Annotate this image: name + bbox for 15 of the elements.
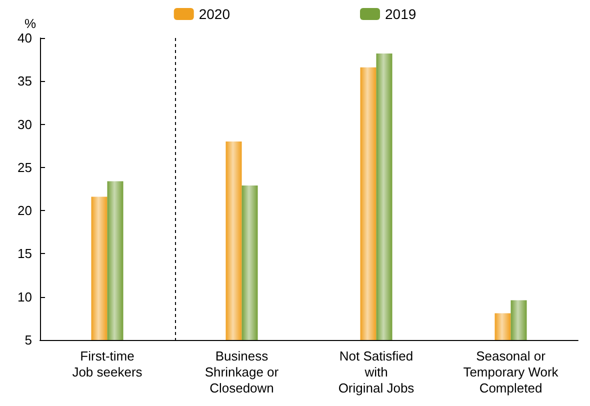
y-tick-label: 20 xyxy=(18,203,32,218)
x-tick-label: Seasonal or Temporary Work Completed xyxy=(463,348,559,396)
y-tick-label: 40 xyxy=(18,30,32,46)
y-tick-label: 25 xyxy=(18,160,32,175)
y-tick-label: 35 xyxy=(18,74,32,89)
y-axis-title: % xyxy=(24,16,36,31)
x-tick-label: First-time Job seekers xyxy=(72,348,143,380)
x-tick-label: Not Satisfied with Original Jobs xyxy=(338,348,415,396)
legend-label: 2019 xyxy=(385,6,416,22)
y-tick-label: 5 xyxy=(24,332,32,348)
y-tick-label: 15 xyxy=(18,246,32,262)
x-tick-label: Business Shrinkage or Closedown xyxy=(204,348,280,396)
y-tick-label: 30 xyxy=(18,116,32,132)
legend-label: 2020 xyxy=(198,6,230,22)
y-tick-label: 10 xyxy=(18,289,32,304)
